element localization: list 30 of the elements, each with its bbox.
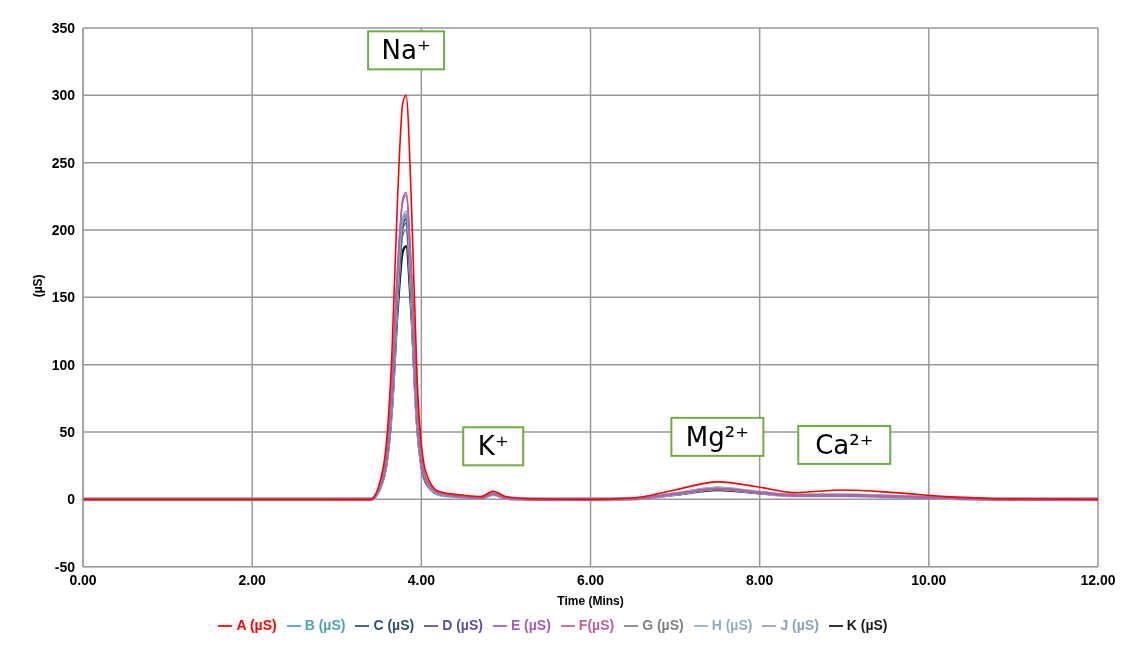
x-tick-label: 8.00 xyxy=(746,571,774,588)
x-tick-label: 2.00 xyxy=(238,571,266,588)
x-tick-label: 12.00 xyxy=(1080,571,1116,588)
y-tick-label: 100 xyxy=(51,356,76,373)
x-tick-label: 6.00 xyxy=(576,571,605,588)
legend-label: J (µS) xyxy=(780,616,819,633)
legend-label: D (µS) xyxy=(442,616,483,633)
legend-label: F(µS) xyxy=(578,616,615,633)
legend-label: C (µS) xyxy=(373,616,415,633)
legend-label: B (µS) xyxy=(304,616,346,633)
annotation: Na⁺ xyxy=(381,35,431,66)
legend-label: K (µS) xyxy=(846,616,888,633)
legend-label: G (µS) xyxy=(642,616,684,633)
x-tick-label: 10.00 xyxy=(911,571,947,588)
legend-label: E (µS) xyxy=(510,616,551,633)
x-tick-label: 4.00 xyxy=(407,571,436,588)
y-tick-label: 0 xyxy=(67,491,76,508)
y-tick-label: 150 xyxy=(51,289,76,306)
x-axis-title: Time (Mins) xyxy=(557,593,624,608)
y-tick-label: 250 xyxy=(51,154,76,171)
annotation: Ca²⁺ xyxy=(815,429,874,460)
legend-label: A (µS) xyxy=(236,616,277,633)
y-tick-label: 300 xyxy=(51,87,76,104)
y-tick-label: 50 xyxy=(59,424,76,440)
legend-label: H (µS) xyxy=(711,616,753,633)
y-tick-label: 350 xyxy=(51,19,76,36)
y-axis-title: (µS) xyxy=(31,274,46,298)
y-tick-label: 200 xyxy=(51,221,76,238)
annotation: Mg²⁺ xyxy=(685,421,749,452)
annotation: K⁺ xyxy=(477,431,509,462)
